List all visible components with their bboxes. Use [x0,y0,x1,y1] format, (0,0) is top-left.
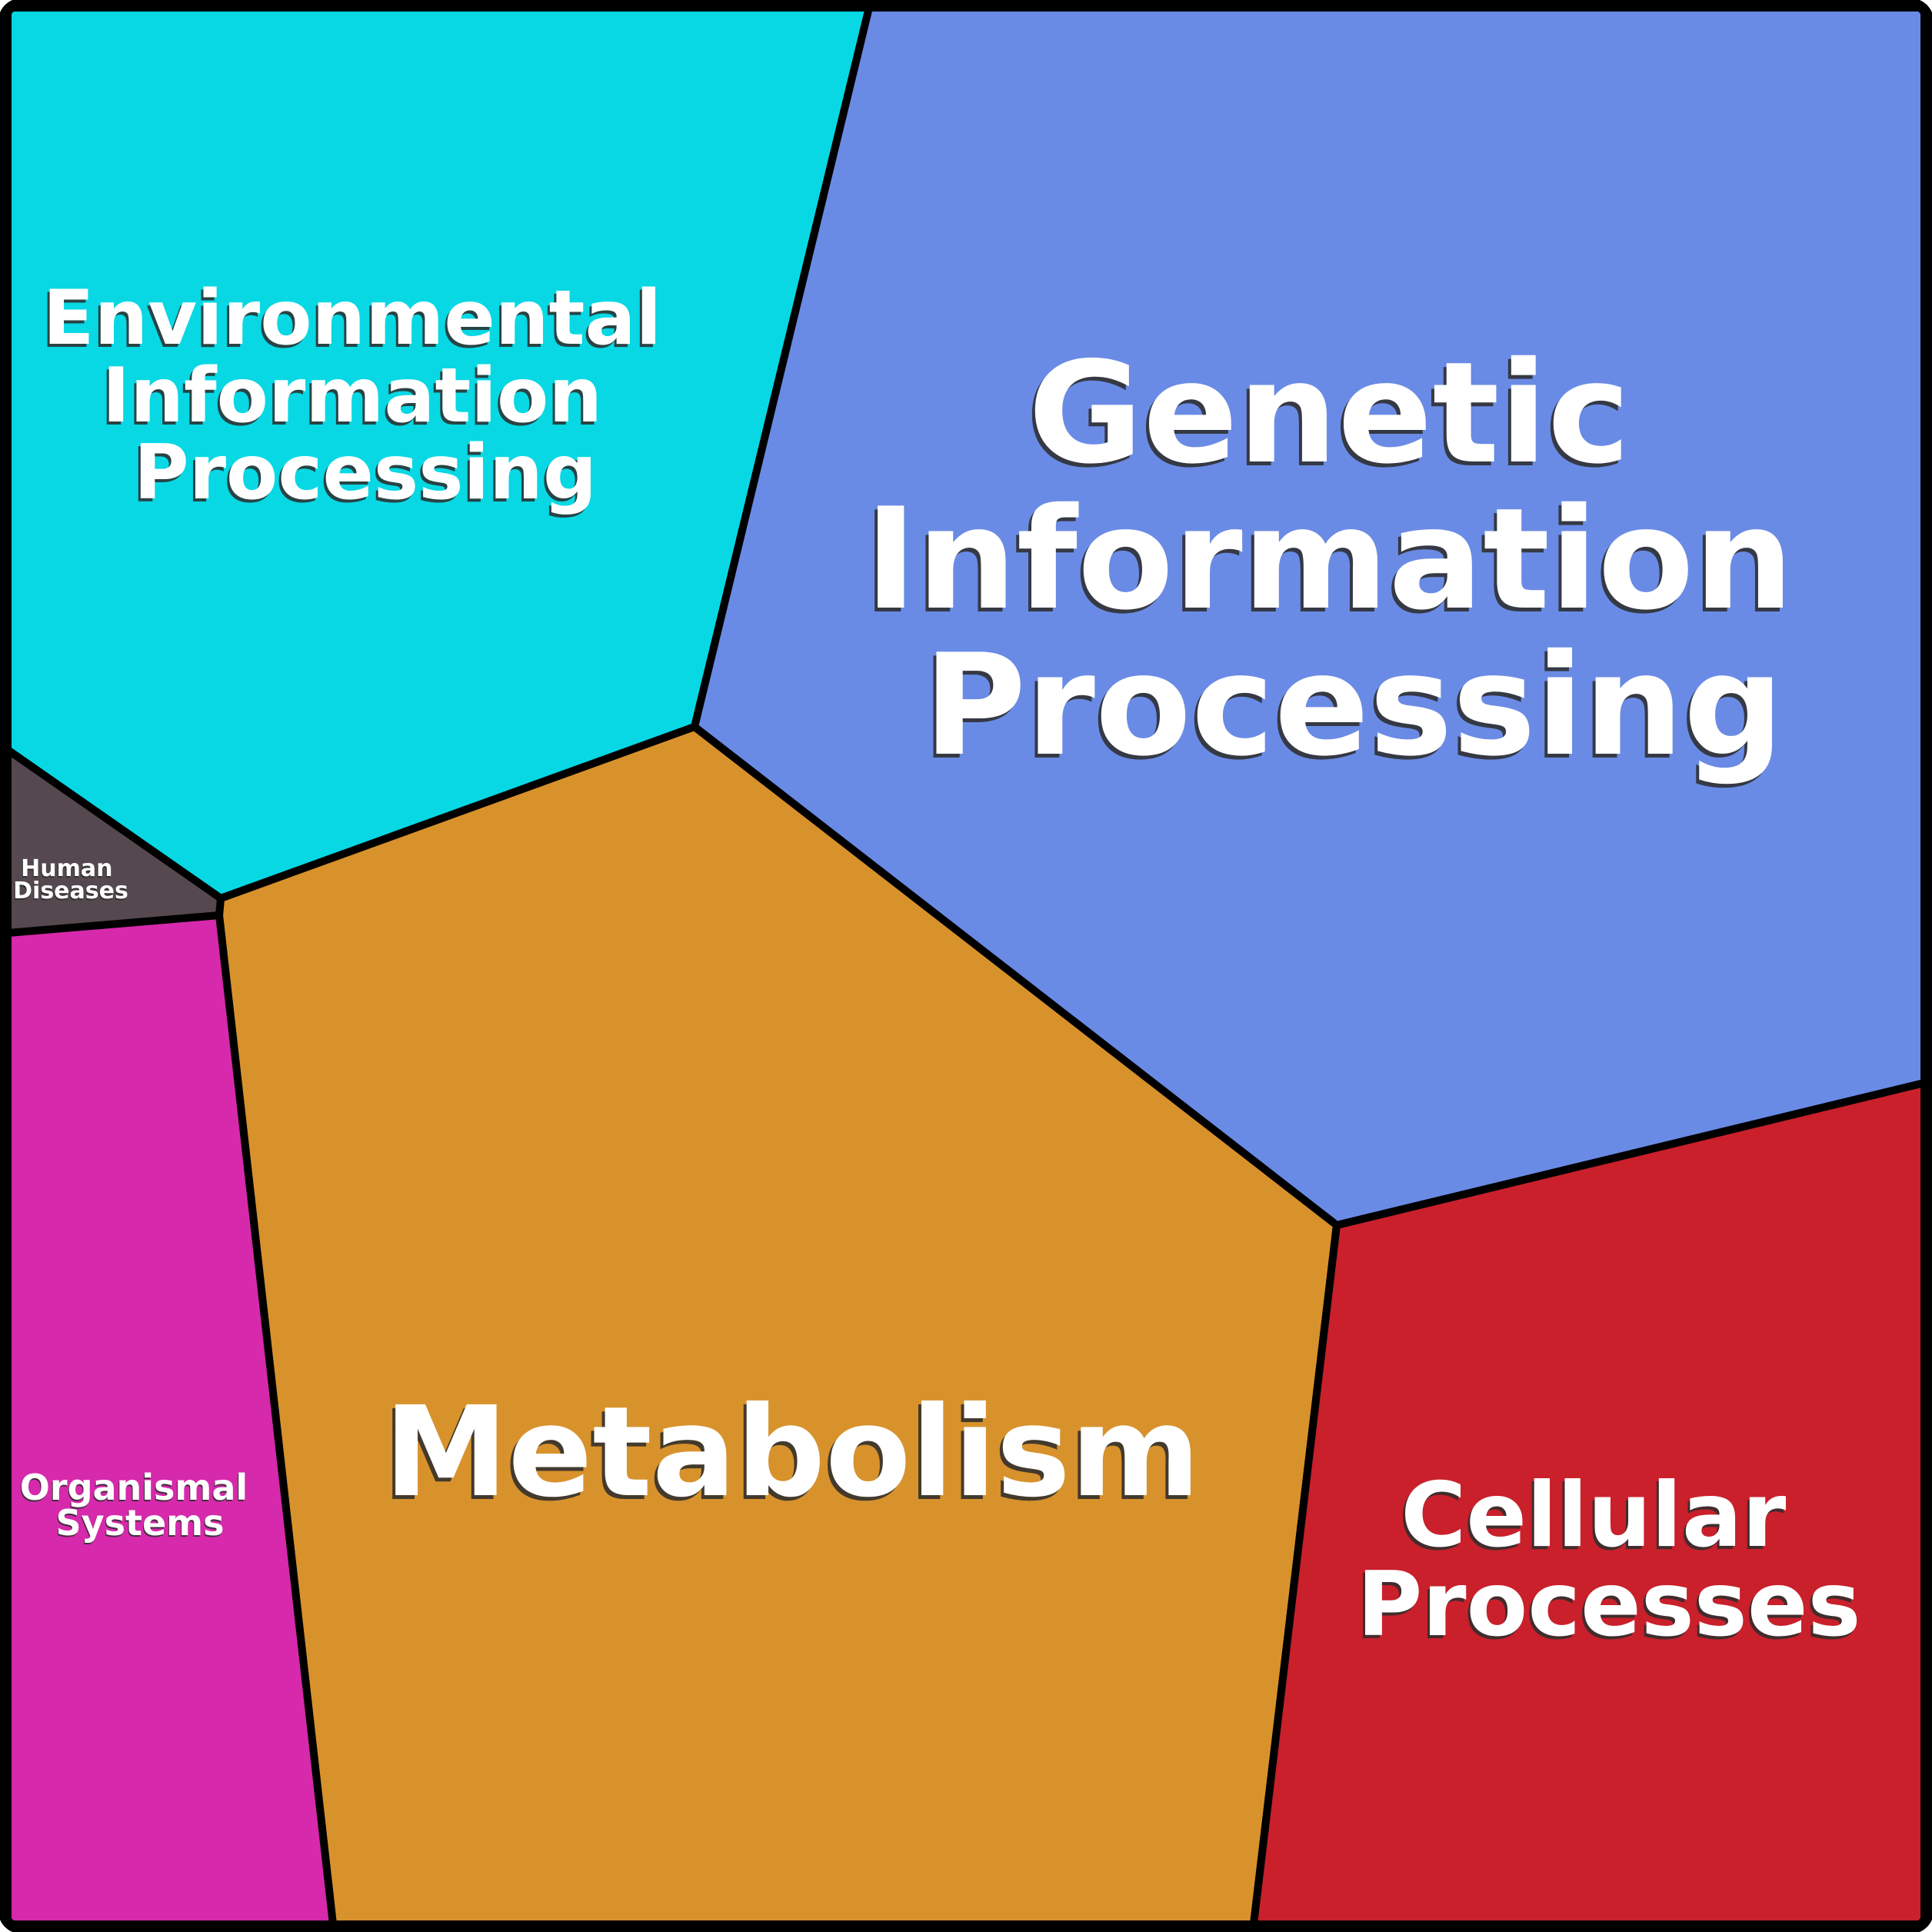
label-line: Processes [1357,1553,1860,1657]
label-line: Organismal [20,1467,248,1508]
label-line: Information [102,352,602,440]
label-human-diseases: Human Diseases [13,855,128,904]
label-line: Processing [924,624,1784,787]
label-line: Environmental [43,275,662,362]
label-line: Human [21,855,112,882]
label-line: Information [864,478,1794,641]
label-cellular-processes: Cellular Processes [1357,1464,1860,1657]
label-line: Diseases [13,878,128,904]
label-line: Metabolism [384,1381,1200,1525]
label-line: Systems [56,1502,225,1544]
label-line: Processing [134,429,597,517]
label-metabolism: Metabolism [384,1381,1200,1525]
label-environmental-information-processing: Environmental Information Processing [43,275,688,517]
label-organismal-systems: Organismal Systems [20,1467,260,1544]
treemap-labels: Environmental Information Processing Gen… [13,275,1860,1657]
label-line: Cellular [1401,1464,1786,1567]
label-line: Genetic [1028,331,1631,495]
label-genetic-information-processing: Genetic Information Processing [864,331,1842,787]
